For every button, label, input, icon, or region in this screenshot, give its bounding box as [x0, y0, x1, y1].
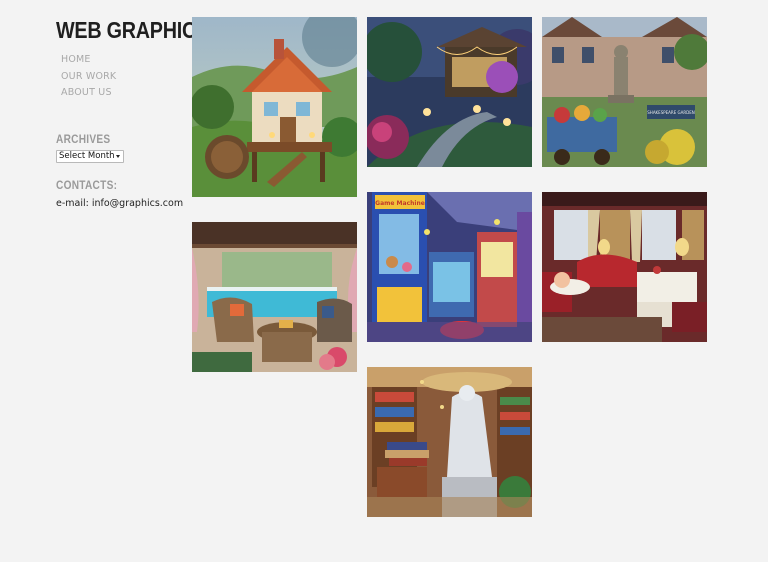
- archives-widget: ARCHIVES Select Month: [56, 134, 124, 163]
- gallery-image-garden[interactable]: SHAKESPEARE GARDEN: [542, 17, 707, 167]
- archives-month-select[interactable]: Select Month: [56, 150, 124, 163]
- arcade-illustration: Game Machine: [367, 192, 532, 342]
- contacts-title: CONTACTS:: [56, 180, 118, 192]
- gallery-image-arcade[interactable]: Game Machine: [367, 192, 532, 342]
- archives-select-value: Select Month: [59, 151, 115, 161]
- garden-illustration: SHAKESPEARE GARDEN: [542, 17, 707, 167]
- contact-email: e-mail: info@graphics.com: [56, 198, 184, 209]
- gallery-image-gazebo[interactable]: [367, 17, 532, 167]
- sidebar: WEB GRAPHICS HOME OUR WORK ABOUT US: [56, 16, 209, 102]
- library-illustration: [367, 367, 532, 517]
- arcade-sign-text: Game Machine: [375, 200, 425, 207]
- nav-item-about-us[interactable]: ABOUT US: [61, 87, 112, 98]
- dining-car-illustration: [542, 192, 707, 342]
- dropdown-caret-icon: [116, 155, 120, 158]
- site-title[interactable]: WEB GRAPHICS: [56, 17, 209, 43]
- gallery-image-patio[interactable]: [192, 222, 357, 372]
- nav-item-our-work[interactable]: OUR WORK: [61, 70, 117, 82]
- gallery-image-library[interactable]: [367, 367, 532, 517]
- contacts-widget: CONTACTS: e-mail: info@graphics.com: [56, 180, 183, 209]
- cottage-illustration: [192, 17, 357, 197]
- garden-sign-text: SHAKESPEARE GARDEN: [647, 110, 694, 115]
- archives-title: ARCHIVES: [56, 134, 111, 146]
- gallery-image-cottage[interactable]: [192, 17, 357, 197]
- main-nav: HOME OUR WORK ABOUT US: [56, 52, 186, 102]
- gazebo-illustration: [367, 17, 532, 167]
- nav-item-home[interactable]: HOME: [61, 54, 91, 65]
- gallery-image-dining-car[interactable]: [542, 192, 707, 342]
- patio-illustration: [192, 222, 357, 372]
